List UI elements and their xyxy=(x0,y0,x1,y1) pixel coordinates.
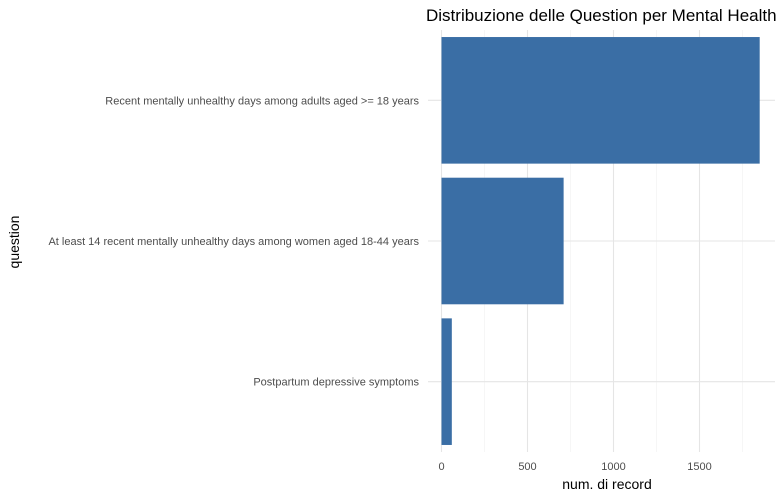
x-tick-label: 0 xyxy=(438,461,444,473)
x-tick-label: 500 xyxy=(518,461,536,473)
y-axis-tick-labels: Recent mentally unhealthy days among adu… xyxy=(48,95,419,388)
bar xyxy=(441,318,452,445)
y-tick-label: Postpartum depressive symptoms xyxy=(253,377,419,389)
x-axis-title: num. di record xyxy=(562,476,651,492)
y-tick-label: Recent mentally unhealthy days among adu… xyxy=(105,95,419,107)
bar xyxy=(441,37,760,164)
y-axis-title: question xyxy=(6,216,22,269)
x-axis-tick-labels: 0 500 1000 1500 xyxy=(438,461,711,473)
y-tick-label: At least 14 recent mentally unhealthy da… xyxy=(48,236,419,248)
chart-title: Distribuzione delle Question per Mental … xyxy=(426,6,777,25)
bar xyxy=(441,177,564,305)
x-tick-label: 1000 xyxy=(601,461,625,473)
bars xyxy=(441,37,760,445)
x-tick-label: 1500 xyxy=(687,461,711,473)
